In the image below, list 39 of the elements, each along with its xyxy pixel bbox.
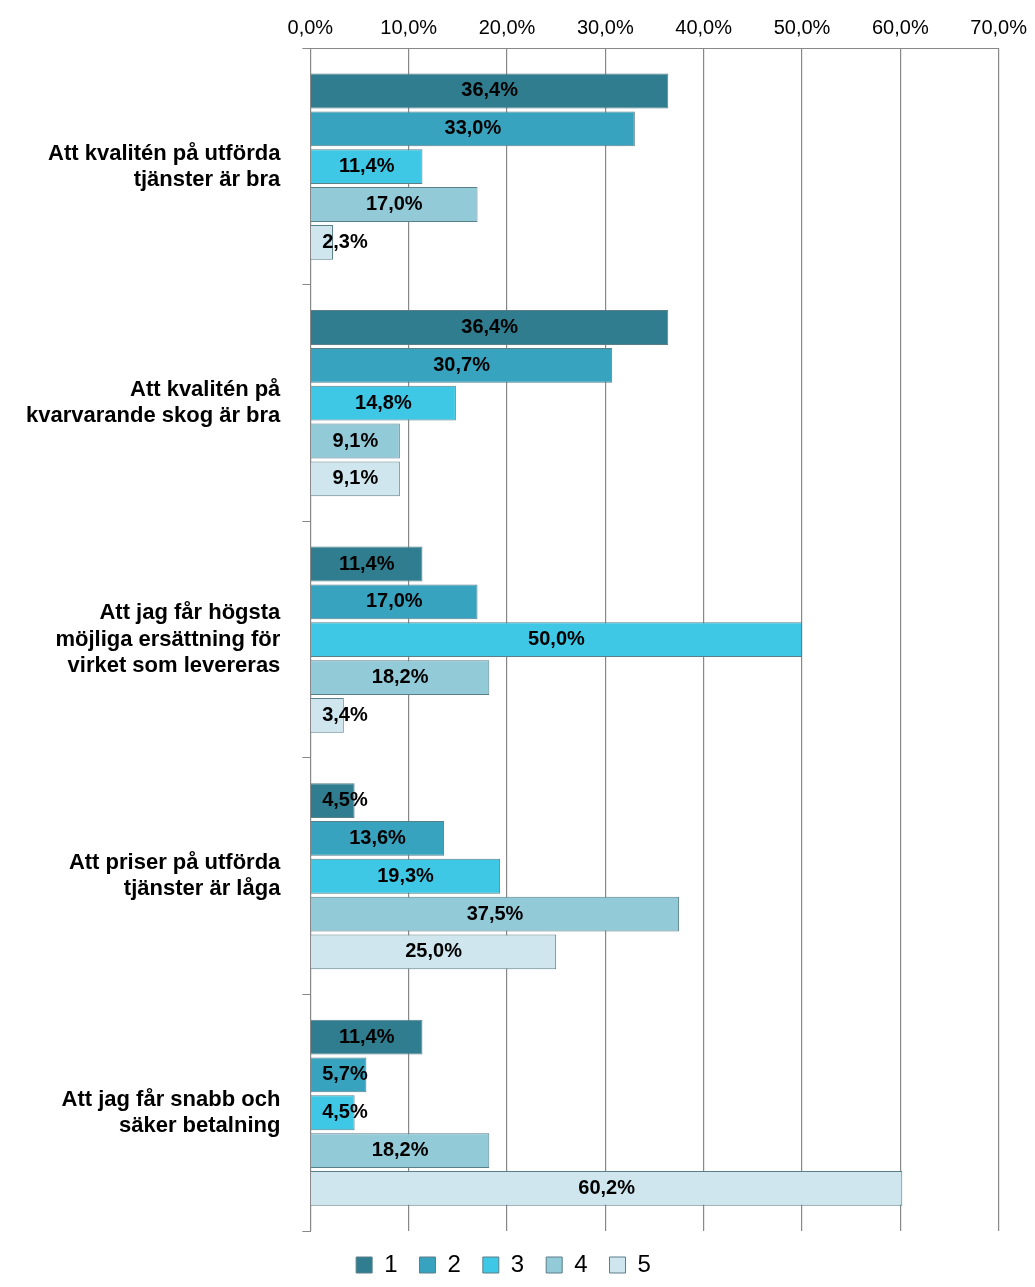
data-label: 3,4% [322, 702, 368, 725]
data-label: 36,4% [461, 315, 519, 338]
data-label: 18,2% [371, 1138, 429, 1161]
legend-label: 4 [574, 1249, 588, 1277]
legend-label: 5 [637, 1249, 651, 1277]
y-tick-label: Att jag får högsta möjliga ersättning för virket som levereras [55, 599, 282, 678]
data-label: 11,4% [338, 154, 395, 177]
x-tick-label: 20,0% [478, 15, 536, 38]
data-label: 17,0% [365, 589, 423, 612]
data-label: 11,4% [338, 1024, 395, 1047]
data-label: 33,0% [444, 116, 502, 139]
data-label: 36,4% [461, 78, 519, 101]
legend-label: 1 [384, 1249, 398, 1277]
data-label: 37,5% [466, 901, 524, 924]
x-tick-label: 0,0% [287, 15, 334, 38]
x-tick-label: 10,0% [380, 15, 438, 38]
data-label: 11,4% [338, 551, 395, 574]
data-label: 30,7% [433, 352, 491, 375]
data-label: 60,2% [578, 1175, 636, 1198]
data-label: 13,6% [349, 825, 407, 848]
data-label: 19,3% [377, 863, 435, 886]
x-tick-label: 50,0% [773, 15, 831, 38]
data-label: 17,0% [365, 192, 423, 215]
y-tick-label: Att kvalitén på utförda tjänster är bra [48, 139, 282, 191]
x-tick-label: 30,0% [576, 15, 634, 38]
data-label: 9,1% [332, 428, 379, 451]
x-tick-label: 70,0% [970, 15, 1028, 38]
y-tick-label: Att jag får snabb och säker betalning [61, 1085, 281, 1137]
x-tick-label: 60,0% [871, 15, 929, 38]
data-label: 9,1% [332, 466, 379, 489]
data-label: 14,8% [355, 390, 412, 413]
y-tick-label: Att kvalitén på kvarvarande skog är bra [25, 376, 282, 428]
data-label: 25,0% [405, 939, 463, 962]
data-label: 18,2% [371, 665, 429, 688]
y-tick-label: Att priser på utförda tjänster är låga [68, 849, 282, 901]
legend-label: 3 [510, 1249, 525, 1277]
legend-label: 2 [447, 1249, 461, 1277]
x-tick-label: 40,0% [675, 15, 733, 38]
data-label: 50,0% [528, 627, 586, 650]
